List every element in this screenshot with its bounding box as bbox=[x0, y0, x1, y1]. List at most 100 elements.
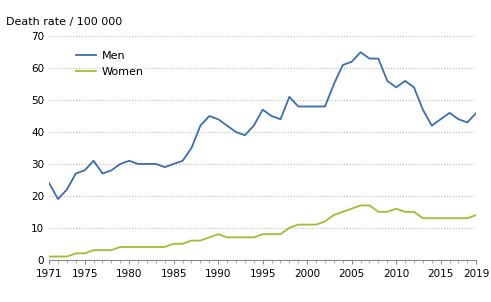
Men bbox=[242, 133, 248, 137]
Women bbox=[73, 252, 79, 255]
Women bbox=[402, 210, 408, 214]
Women bbox=[473, 213, 479, 217]
Men bbox=[215, 117, 221, 121]
Men bbox=[233, 130, 239, 134]
Women bbox=[438, 217, 444, 220]
Men bbox=[144, 162, 150, 166]
Women bbox=[340, 210, 346, 214]
Men bbox=[384, 79, 390, 83]
Women bbox=[411, 210, 417, 214]
Women bbox=[117, 245, 123, 249]
Women bbox=[224, 236, 230, 239]
Women bbox=[100, 248, 106, 252]
Women bbox=[420, 217, 426, 220]
Women bbox=[331, 213, 337, 217]
Women bbox=[153, 245, 159, 249]
Women bbox=[447, 217, 453, 220]
Men bbox=[73, 172, 79, 175]
Women bbox=[206, 236, 212, 239]
Men bbox=[429, 124, 435, 127]
Women bbox=[189, 239, 194, 243]
Women bbox=[55, 255, 61, 258]
Men bbox=[456, 117, 462, 121]
Men bbox=[473, 111, 479, 115]
Women bbox=[384, 210, 390, 214]
Men bbox=[100, 172, 106, 175]
Line: Women: Women bbox=[49, 205, 476, 256]
Men bbox=[322, 105, 328, 108]
Women bbox=[367, 204, 373, 207]
Women bbox=[376, 210, 382, 214]
Women bbox=[269, 232, 274, 236]
Men bbox=[197, 124, 203, 127]
Women bbox=[260, 232, 266, 236]
Men bbox=[277, 117, 283, 121]
Women bbox=[46, 255, 52, 258]
Women bbox=[322, 220, 328, 223]
Women bbox=[277, 232, 283, 236]
Women bbox=[251, 236, 257, 239]
Women bbox=[135, 245, 141, 249]
Men bbox=[180, 159, 186, 162]
Men bbox=[340, 63, 346, 67]
Legend: Men, Women: Men, Women bbox=[72, 46, 148, 82]
Men bbox=[438, 117, 444, 121]
Men bbox=[135, 162, 141, 166]
Men bbox=[357, 50, 363, 54]
Men bbox=[402, 79, 408, 83]
Men bbox=[162, 165, 168, 169]
Women bbox=[349, 207, 355, 210]
Men bbox=[376, 57, 382, 60]
Men bbox=[411, 85, 417, 89]
Women bbox=[357, 204, 363, 207]
Men bbox=[46, 181, 52, 185]
Men bbox=[331, 82, 337, 86]
Women bbox=[109, 248, 114, 252]
Men bbox=[82, 169, 88, 172]
Women bbox=[304, 223, 310, 226]
Men bbox=[393, 85, 399, 89]
Men bbox=[109, 169, 114, 172]
Women bbox=[64, 255, 70, 258]
Men bbox=[447, 111, 453, 115]
Men bbox=[304, 105, 310, 108]
Women bbox=[162, 245, 168, 249]
Men bbox=[224, 124, 230, 127]
Women bbox=[296, 223, 301, 226]
Women bbox=[197, 239, 203, 243]
Men bbox=[117, 162, 123, 166]
Men bbox=[126, 159, 132, 162]
Women bbox=[464, 217, 470, 220]
Women bbox=[144, 245, 150, 249]
Men bbox=[367, 57, 373, 60]
Men bbox=[313, 105, 319, 108]
Women bbox=[171, 242, 177, 246]
Men bbox=[464, 120, 470, 124]
Women bbox=[242, 236, 248, 239]
Men bbox=[286, 95, 292, 99]
Women bbox=[233, 236, 239, 239]
Women bbox=[456, 217, 462, 220]
Men bbox=[349, 60, 355, 64]
Men bbox=[269, 114, 274, 118]
Men bbox=[189, 146, 194, 150]
Men bbox=[64, 188, 70, 191]
Women bbox=[215, 232, 221, 236]
Men bbox=[296, 105, 301, 108]
Women bbox=[393, 207, 399, 210]
Men bbox=[206, 114, 212, 118]
Women bbox=[313, 223, 319, 226]
Men bbox=[91, 159, 97, 162]
Men bbox=[55, 197, 61, 201]
Women bbox=[180, 242, 186, 246]
Men bbox=[251, 124, 257, 127]
Men bbox=[153, 162, 159, 166]
Women bbox=[429, 217, 435, 220]
Text: Death rate / 100 000: Death rate / 100 000 bbox=[6, 17, 123, 27]
Women bbox=[82, 252, 88, 255]
Men bbox=[420, 108, 426, 111]
Men bbox=[260, 108, 266, 111]
Line: Men: Men bbox=[49, 52, 476, 199]
Men bbox=[171, 162, 177, 166]
Women bbox=[91, 248, 97, 252]
